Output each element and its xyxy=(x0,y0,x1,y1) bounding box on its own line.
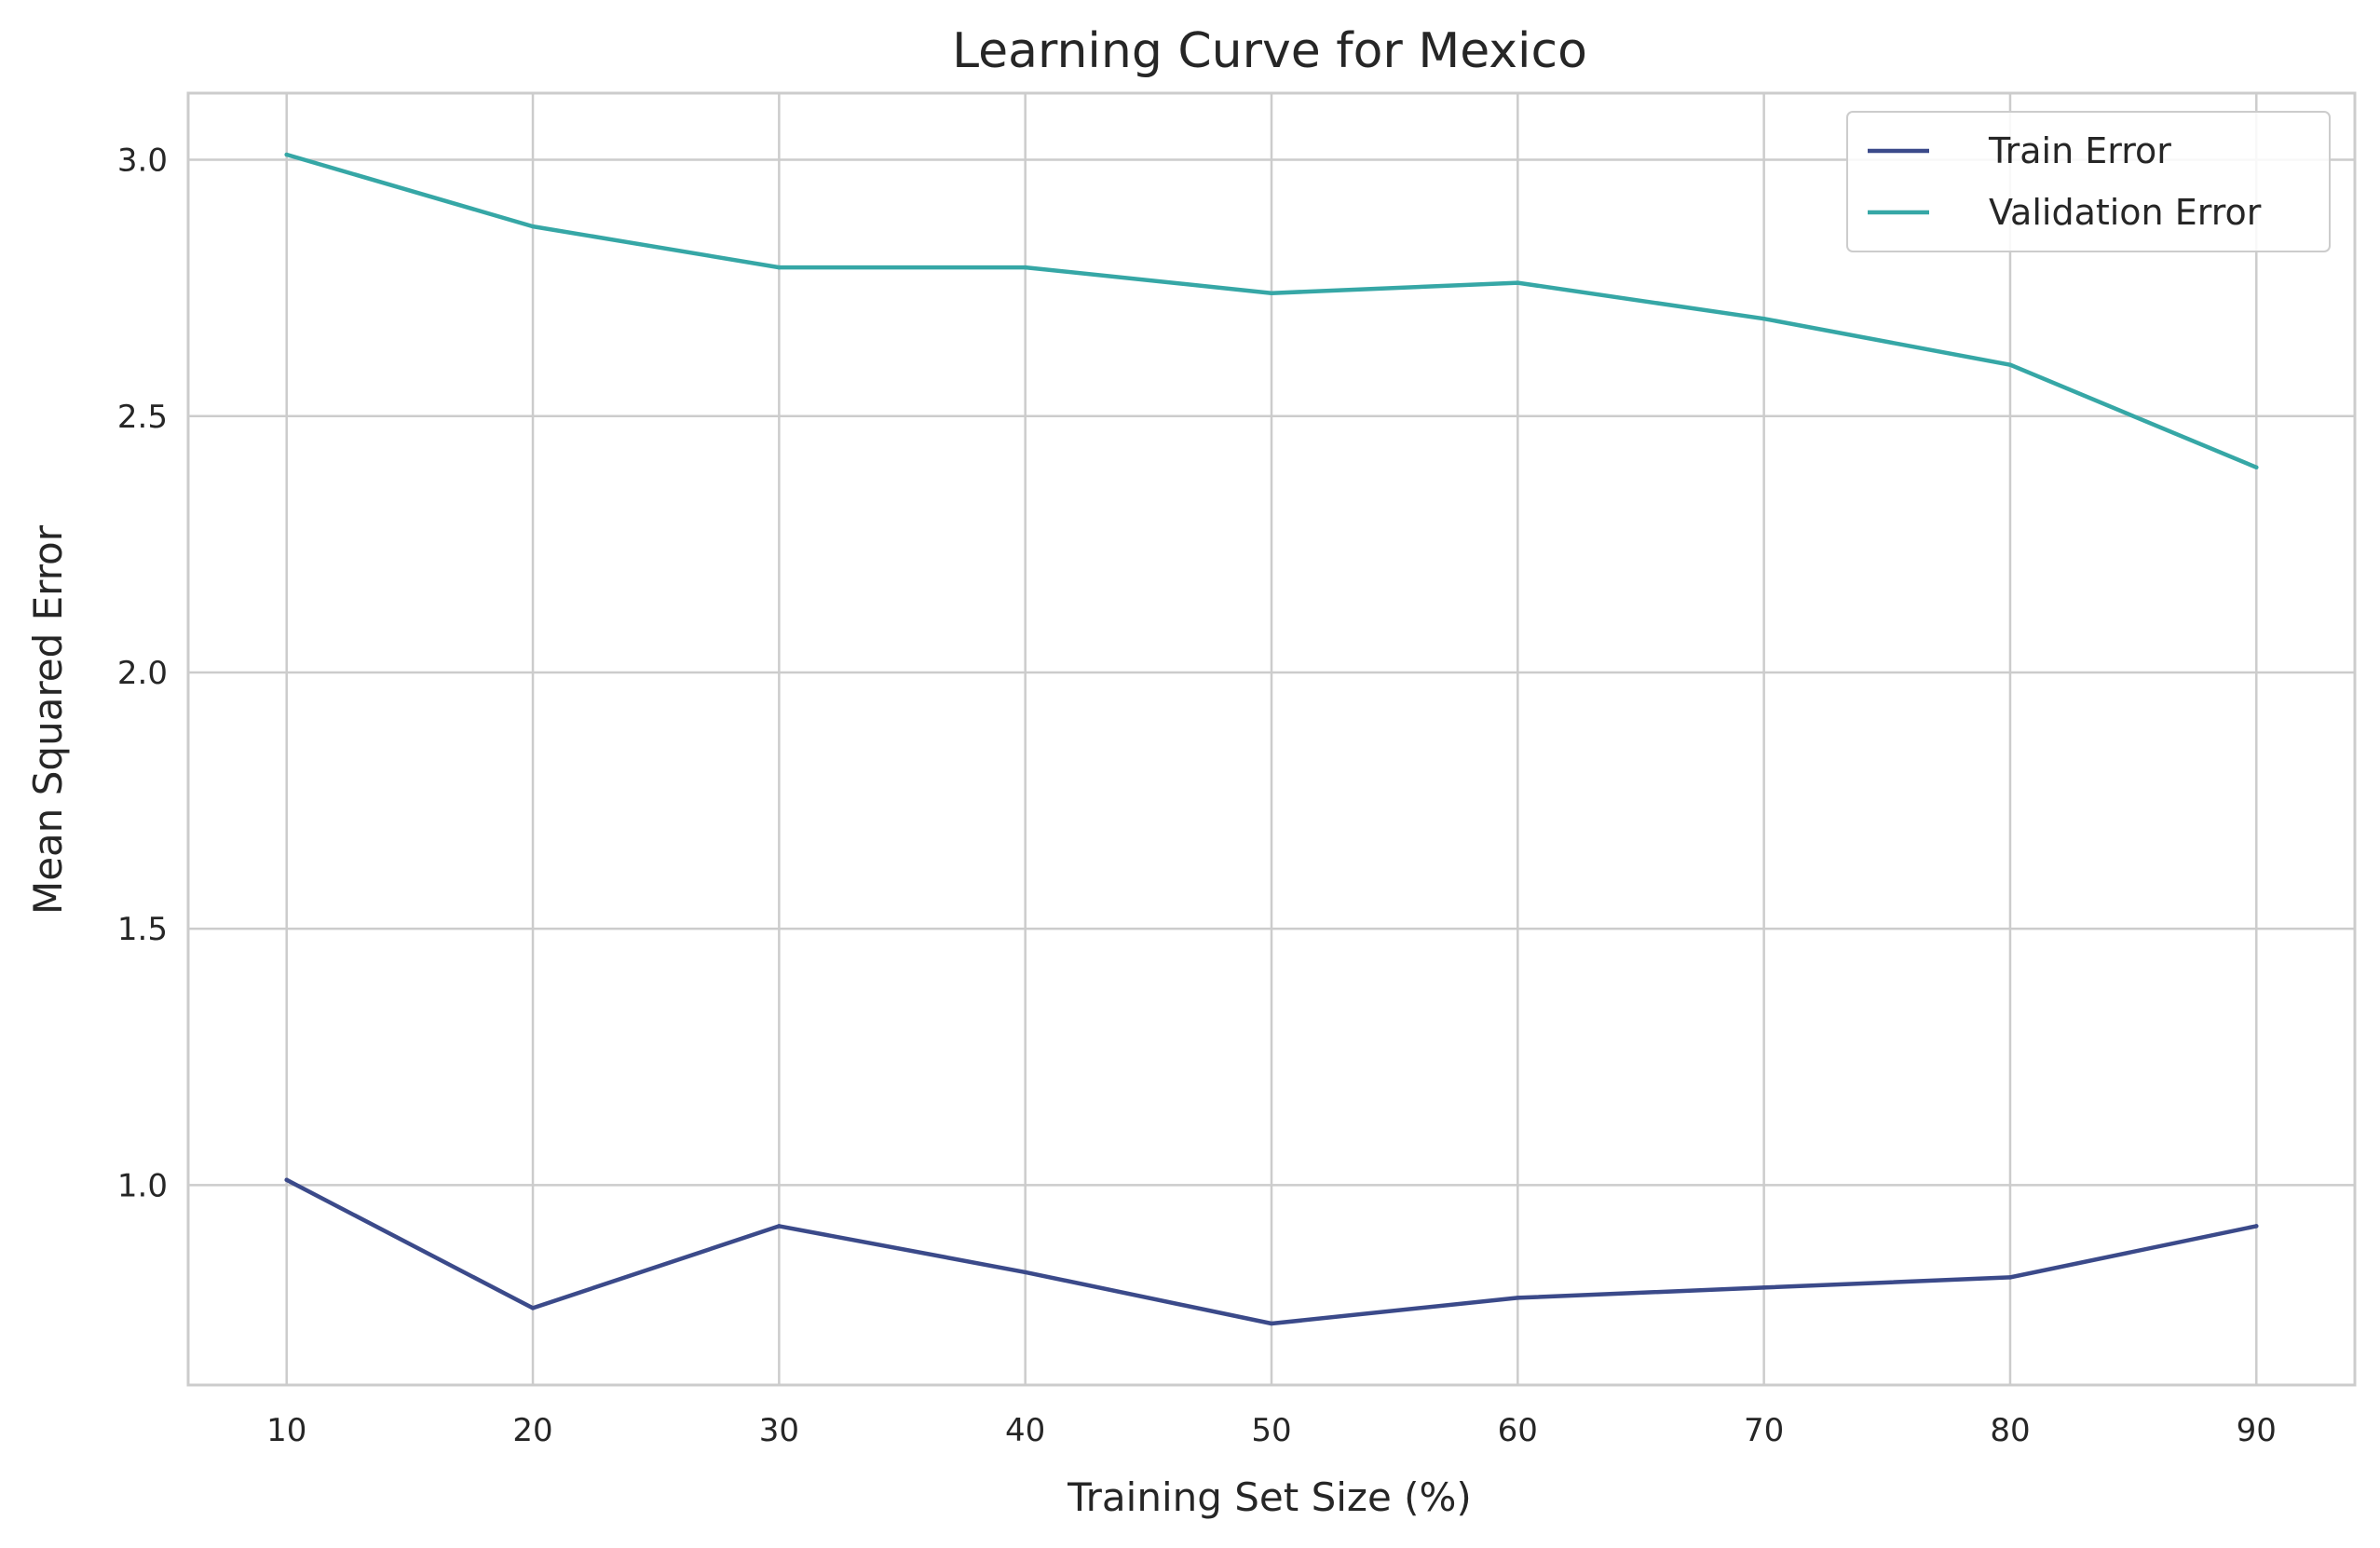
x-tick-label: 60 xyxy=(1498,1412,1538,1449)
x-tick-label: 30 xyxy=(759,1412,799,1449)
series-lines xyxy=(284,152,2259,1326)
legend: Train Error Validation Error xyxy=(1846,111,2331,252)
x-axis-title: Training Set Size (%) xyxy=(1067,1474,1472,1520)
data-point-train-error xyxy=(777,1224,782,1229)
data-point-train-error xyxy=(530,1306,536,1310)
data-point-validation-error xyxy=(2007,362,2013,367)
data-point-train-error xyxy=(1516,1296,1520,1300)
y-axis-title: Mean Squared Error xyxy=(25,524,71,915)
x-tick-label: 50 xyxy=(1251,1412,1291,1449)
y-tick-label: 1.0 xyxy=(117,1167,168,1204)
y-tick-label: 2.5 xyxy=(117,399,168,436)
data-point-validation-error xyxy=(530,224,536,229)
y-tick-label: 2.0 xyxy=(117,655,168,692)
data-point-train-error xyxy=(1269,1321,1274,1326)
y-tick-label: 3.0 xyxy=(117,143,168,180)
x-tick-label: 80 xyxy=(1990,1412,2030,1449)
legend-label-train-error: Train Error xyxy=(1988,130,2171,171)
chart-title: Learning Curve for Mexico xyxy=(952,23,1587,79)
data-point-validation-error xyxy=(1023,265,1027,270)
x-tick-label: 70 xyxy=(1744,1412,1784,1449)
data-point-validation-error xyxy=(1269,291,1274,295)
legend-label-validation-error: Validation Error xyxy=(1989,192,2262,233)
x-tick-label: 40 xyxy=(1005,1412,1045,1449)
data-point-validation-error xyxy=(2254,465,2259,469)
x-tick-label: 10 xyxy=(266,1412,306,1449)
data-point-train-error xyxy=(2254,1224,2259,1229)
data-point-train-error xyxy=(2007,1275,2013,1280)
legend-box xyxy=(1846,111,2331,252)
data-point-validation-error xyxy=(1516,280,1520,285)
y-tick-labels: 1.0 1.5 2.0 2.5 3.0 xyxy=(117,143,168,1205)
x-tick-labels: 10 20 30 40 50 60 70 80 90 xyxy=(266,1412,2277,1449)
x-tick-label: 90 xyxy=(2237,1412,2277,1449)
data-point-train-error xyxy=(1761,1285,1766,1290)
data-point-train-error xyxy=(1023,1270,1027,1275)
plot-frame xyxy=(186,91,2357,1387)
data-point-train-error xyxy=(284,1177,289,1183)
data-point-validation-error xyxy=(284,152,289,157)
grid xyxy=(188,93,2355,1385)
x-tick-label: 20 xyxy=(512,1412,552,1449)
data-point-validation-error xyxy=(777,265,782,270)
data-point-validation-error xyxy=(1761,316,1766,321)
y-tick-label: 1.5 xyxy=(117,911,168,948)
